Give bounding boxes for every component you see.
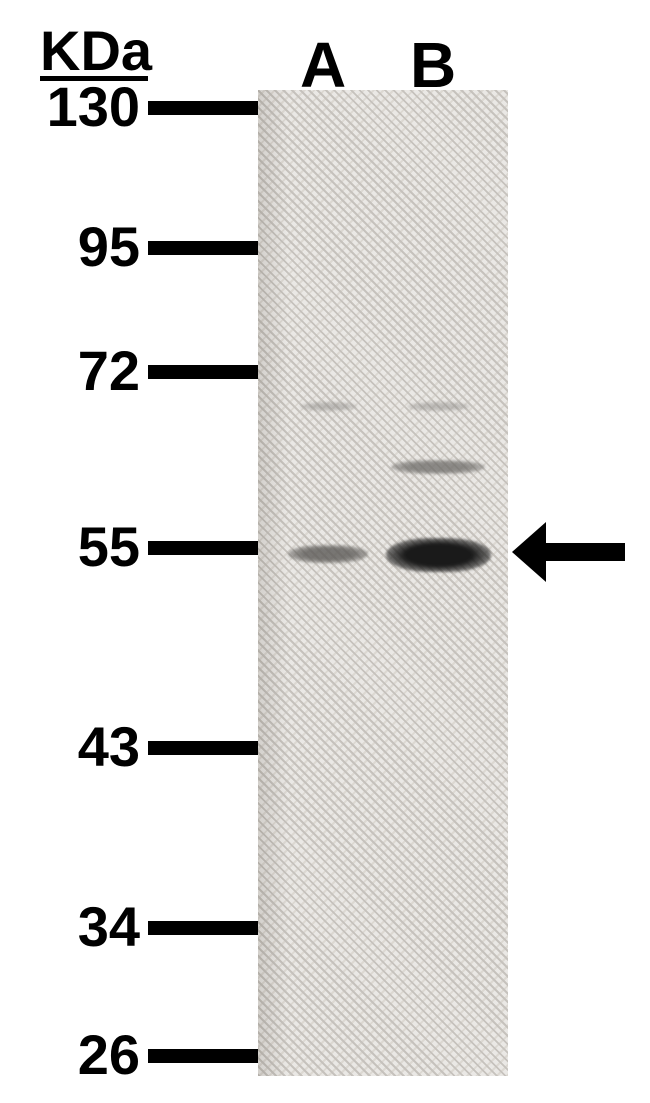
marker-label-95: 95 — [5, 214, 140, 279]
western-blot-figure: KDa A B 130 95 72 55 43 34 26 — [0, 0, 650, 1103]
marker-label-34: 34 — [5, 894, 140, 959]
blot-background — [258, 90, 508, 1076]
marker-tick-72 — [148, 365, 258, 379]
marker-tick-26 — [148, 1049, 258, 1063]
band-a-0 — [288, 545, 369, 563]
marker-tick-130 — [148, 101, 258, 115]
arrow-head-icon — [512, 522, 546, 582]
band-b-1 — [391, 460, 486, 474]
marker-tick-34 — [148, 921, 258, 935]
marker-tick-43 — [148, 741, 258, 755]
marker-label-43: 43 — [5, 714, 140, 779]
band-b-2 — [386, 538, 491, 572]
marker-tick-55 — [148, 541, 258, 555]
band-a-3 — [300, 402, 357, 411]
marker-label-26: 26 — [5, 1022, 140, 1087]
arrow-shaft — [540, 543, 625, 561]
marker-label-55: 55 — [5, 514, 140, 579]
blot-membrane — [258, 90, 508, 1076]
marker-label-72: 72 — [5, 338, 140, 403]
band-b-4 — [407, 402, 470, 411]
marker-label-130: 130 — [5, 74, 140, 139]
marker-tick-95 — [148, 241, 258, 255]
